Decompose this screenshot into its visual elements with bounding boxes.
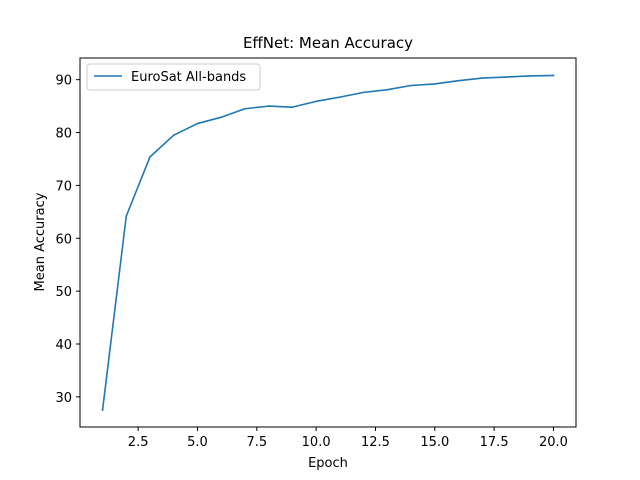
data-point — [267, 105, 270, 107]
legend: EuroSat All-bands — [86, 63, 261, 91]
y-axis: 30 40 50 60 70 80 90 — [55, 74, 80, 406]
series-line — [101, 74, 555, 411]
x-tick-label: 10.0 — [302, 435, 331, 450]
data-point — [505, 76, 507, 78]
legend-label: EuroSat All-bands — [131, 70, 246, 85]
legend-box — [86, 63, 261, 91]
series-layer — [101, 74, 555, 411]
data-point — [386, 88, 389, 91]
data-point — [220, 116, 223, 119]
x-tick-label: 20.0 — [539, 435, 568, 450]
data-point — [552, 74, 555, 77]
x-tick-label: 17.5 — [480, 435, 509, 450]
data-point — [149, 156, 151, 158]
data-point — [196, 122, 199, 125]
x-tick-label: 2.5 — [128, 435, 149, 450]
y-tick-label: 30 — [55, 391, 72, 406]
data-point — [481, 77, 484, 79]
y-tick-label: 70 — [55, 179, 72, 194]
data-point — [291, 106, 294, 108]
y-tick-label: 40 — [55, 338, 72, 353]
plot-frame — [79, 57, 577, 428]
y-tick-label: 80 — [55, 127, 72, 142]
data-point — [433, 83, 436, 85]
data-point — [101, 409, 104, 411]
data-point — [315, 100, 317, 103]
x-tick-label: 7.5 — [246, 435, 267, 450]
y-tick-label: 60 — [55, 232, 72, 247]
chart-title: EffNet: Mean Accuracy — [243, 34, 413, 52]
data-point — [125, 215, 128, 217]
y-tick-label: 90 — [55, 74, 72, 89]
y-tick-label: 50 — [55, 285, 72, 300]
x-tick-label: 5.0 — [187, 435, 208, 450]
data-point — [410, 84, 412, 87]
data-point — [457, 79, 460, 82]
data-point — [362, 91, 365, 94]
x-axis-label: Epoch — [308, 456, 348, 471]
data-point — [528, 75, 531, 77]
data-point — [244, 107, 246, 110]
x-tick-label: 12.5 — [361, 435, 390, 450]
x-axis: 2.5 5.0 7.5 10.0 12.5 15.0 17.5 20.0 — [128, 427, 568, 450]
data-point — [172, 134, 175, 136]
x-tick-label: 15.0 — [420, 435, 449, 450]
y-axis-label: Mean Accuracy — [33, 192, 48, 291]
data-point — [339, 96, 341, 98]
